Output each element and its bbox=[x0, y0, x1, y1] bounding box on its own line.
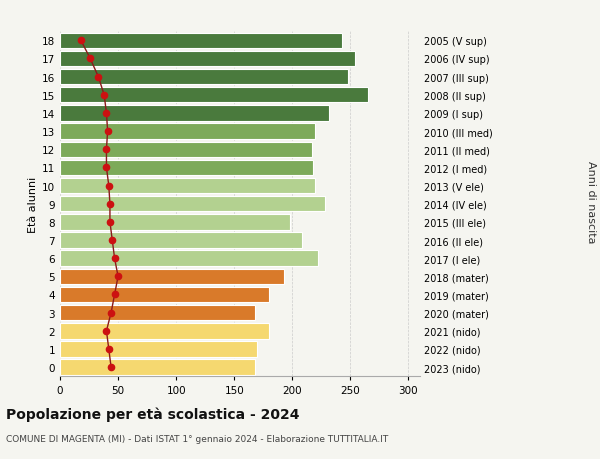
Bar bbox=[60, 106, 329, 121]
Bar bbox=[60, 215, 290, 230]
Bar bbox=[60, 251, 318, 266]
Bar bbox=[60, 359, 255, 375]
Bar bbox=[60, 269, 284, 285]
Bar bbox=[60, 341, 257, 357]
Text: Anni di nascita: Anni di nascita bbox=[586, 161, 596, 243]
Bar bbox=[60, 124, 316, 140]
Text: Popolazione per età scolastica - 2024: Popolazione per età scolastica - 2024 bbox=[6, 406, 299, 421]
Bar bbox=[60, 34, 342, 49]
Bar bbox=[60, 142, 312, 157]
Bar bbox=[60, 196, 325, 212]
Bar bbox=[60, 233, 302, 248]
Bar bbox=[60, 287, 269, 302]
Bar bbox=[60, 70, 348, 85]
Bar bbox=[60, 88, 368, 103]
Bar bbox=[60, 305, 255, 321]
Bar bbox=[60, 324, 269, 339]
Bar bbox=[60, 179, 316, 194]
Y-axis label: Età alunni: Età alunni bbox=[28, 176, 38, 232]
Bar bbox=[60, 160, 313, 176]
Bar bbox=[60, 51, 355, 67]
Text: COMUNE DI MAGENTA (MI) - Dati ISTAT 1° gennaio 2024 - Elaborazione TUTTITALIA.IT: COMUNE DI MAGENTA (MI) - Dati ISTAT 1° g… bbox=[6, 434, 388, 443]
